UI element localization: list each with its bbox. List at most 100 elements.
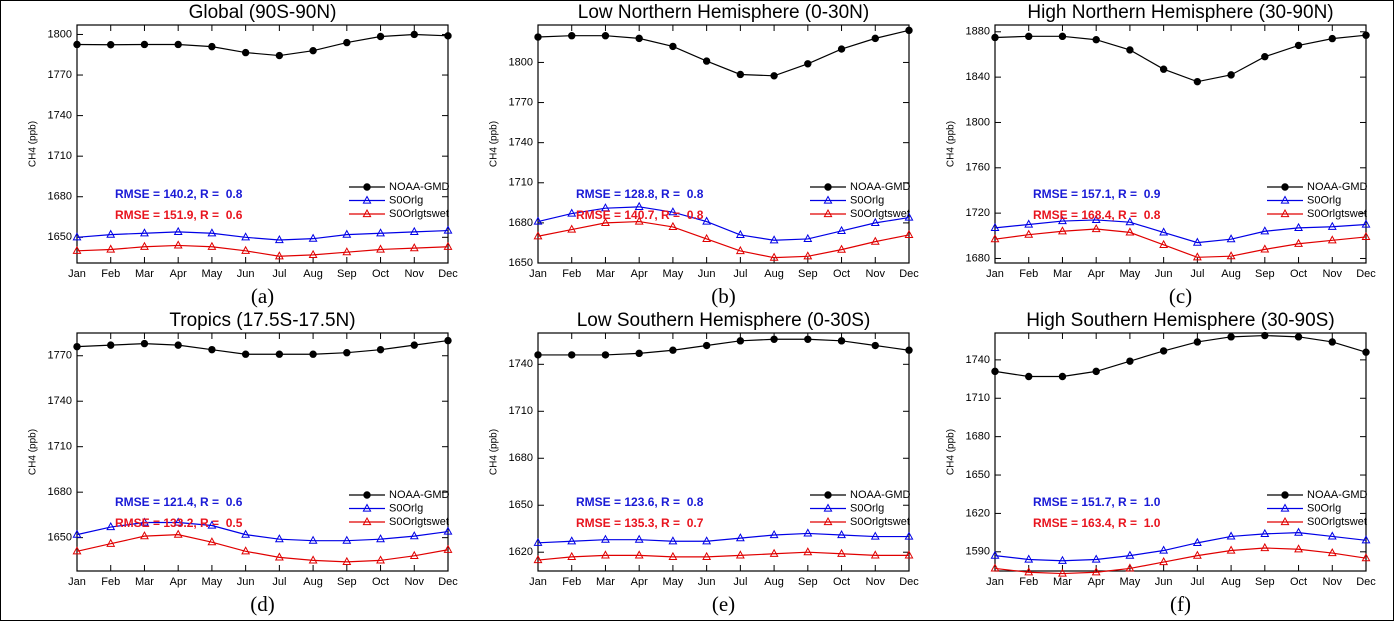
x-tick-label: Jan [68,268,86,280]
series-line [994,547,1367,575]
annotation: RMSE = 151.7, R = 1.0 [1033,495,1161,509]
data-point [73,40,81,49]
y-tick-label: 1650 [966,469,990,481]
x-tick-label: Jun [1155,268,1173,280]
panel-caption: (e) [712,592,735,616]
data-point [1024,219,1034,228]
panel-title: Tropics (17.5S-17.5N) [169,310,355,331]
x-tick-label: Apr [1088,268,1105,280]
data-point [173,240,183,249]
data-point [990,563,1000,572]
series-line [76,521,449,542]
data-point [567,551,577,561]
data-point [668,207,678,216]
data-point [1226,545,1236,554]
data-point [1327,548,1337,557]
data-point [309,350,317,358]
y-axis-label: CH4 (ppb) [28,121,39,167]
x-tick-label: Feb [101,268,120,280]
legend-marker [823,503,833,512]
plot-frame [76,332,449,572]
data-point [837,45,846,53]
panel-title: High Northern Hemisphere (30-90N) [1027,2,1333,23]
data-point [274,251,284,260]
data-point [1159,545,1169,554]
data-point [207,537,217,546]
data-point [1193,338,1202,346]
x-tick-label: Oct [1290,268,1307,280]
data-point [534,351,542,359]
data-point [1159,347,1168,355]
y-axis-label: CH4 (ppb) [946,429,957,475]
data-point [1125,227,1135,236]
data-point [702,341,711,350]
data-point [735,550,745,559]
x-tick-label: Apr [631,268,648,280]
x-tick-label: Jun [1155,576,1173,588]
data-point [1058,372,1067,381]
y-tick-label: 1740 [509,358,533,370]
data-point [409,550,419,559]
legend-marker [363,491,371,499]
annotation: RMSE = 168.4, R = 0.8 [1033,208,1161,222]
series-line [994,219,1367,244]
data-point [668,536,678,545]
legend-marker [362,195,372,204]
series-line [537,551,909,561]
y-tick-label: 1720 [966,207,990,219]
x-tick-label: Jan [986,268,1004,280]
data-point [73,342,81,351]
data-point [308,535,318,544]
data-point [1260,244,1270,253]
panel-title: Low Northern Hemisphere (0-30N) [578,2,869,23]
data-point [567,536,577,545]
panel: Low Northern Hemisphere (0-30N) (b) CH4 (p… [489,2,920,308]
data-point [342,535,352,544]
annotation: RMSE = 135.3, R = 0.7 [576,516,704,530]
data-point [308,249,318,258]
x-tick-label: Feb [1019,268,1038,280]
data-point [769,548,779,557]
panel-caption: (d) [250,592,275,616]
data-point [376,534,385,543]
data-point [669,42,677,51]
x-tick-label: Oct [833,576,850,588]
data-point [904,531,914,540]
y-tick-label: 1800 [509,56,533,68]
annotation: RMSE = 140.7, R = 0.8 [576,208,704,222]
data-point [376,555,385,564]
y-tick-label: 1680 [48,191,72,203]
data-point [567,208,577,217]
x-tick-label: May [1120,268,1141,280]
data-point [241,245,251,254]
legend-marker [362,516,372,526]
data-point [140,228,149,237]
data-point [309,46,317,55]
legend-marker [362,208,372,218]
panel-caption: (f) [1170,592,1191,616]
data-point [1226,531,1236,540]
annotation: RMSE = 163.4, R = 1.0 [1033,516,1161,530]
legend-marker [823,195,833,204]
data-point [1362,348,1370,356]
legend-label: S0Orlg [389,194,423,206]
data-point [735,533,745,542]
data-point [1260,226,1270,235]
y-tick-label: 1770 [48,69,72,81]
y-tick-label: 1680 [966,252,990,264]
series-line [76,244,449,257]
data-point [1327,235,1337,244]
data-point [735,229,745,239]
data-point [241,529,251,538]
data-point [769,252,779,261]
data-point [837,225,846,235]
y-tick-label: 1620 [966,507,990,519]
data-point [241,546,251,555]
data-point [1362,31,1370,39]
data-point [274,534,284,543]
data-point [991,33,999,42]
series-line [994,34,1367,83]
x-tick-label: Jul [733,576,747,588]
x-tick-label: Dec [438,576,458,588]
series-line [76,534,449,563]
